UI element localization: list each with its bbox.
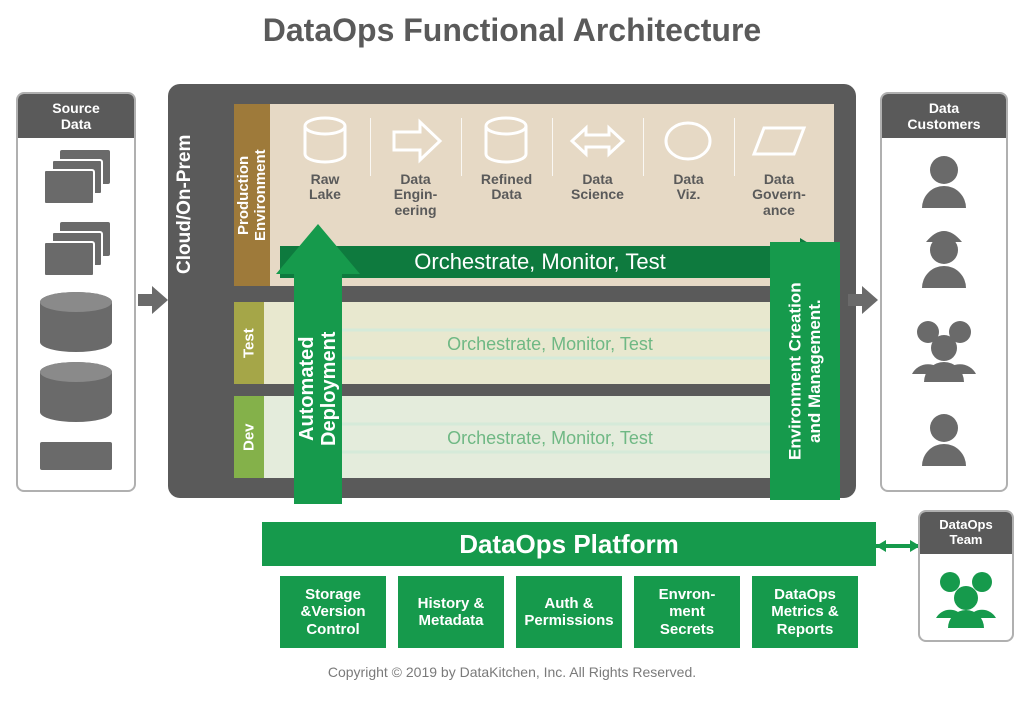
bidirectional-arrow-icon xyxy=(552,110,643,172)
dataops-team-panel: DataOps Team xyxy=(918,510,1014,642)
customers-header: Data Customers xyxy=(882,94,1006,138)
cloud-onprem-tablet: Cloud/On-Prem Production Environment Raw… xyxy=(168,84,856,498)
dataops-platform-bar: DataOps Platform xyxy=(262,522,876,566)
dev-orchestrate-arrow: Orchestrate, Monitor, Test xyxy=(334,418,814,458)
stage-data-engineering: Data Engin- eering xyxy=(370,110,461,218)
capability-env-secrets: Envron- ment Secrets xyxy=(634,576,740,648)
test-env-label: Test xyxy=(234,302,264,384)
source-data-header: Source Data xyxy=(18,94,134,138)
test-orchestrate-arrow: Orchestrate, Monitor, Test xyxy=(334,324,814,364)
platform-team-connector xyxy=(876,536,920,556)
stage-data-governance: Data Govern- ance xyxy=(734,110,824,218)
source-stack-icon xyxy=(18,142,134,492)
automated-deployment-label: Automated Deployment xyxy=(294,284,342,494)
cylinder-icon xyxy=(280,110,370,172)
dataops-team-header: DataOps Team xyxy=(920,512,1012,554)
parallelogram-icon xyxy=(734,110,824,172)
stage-data-science: Data Science xyxy=(552,110,643,203)
env-management-pillar: Environment Creation and Management. xyxy=(770,242,840,522)
svg-text:Orchestrate, Monitor, Test: Orchestrate, Monitor, Test xyxy=(447,428,653,448)
copyright-text: Copyright © 2019 by DataKitchen, Inc. Al… xyxy=(0,664,1024,680)
capability-metrics-reports: DataOps Metrics & Reports xyxy=(752,576,858,648)
prod-orchestrate-arrow: Orchestrate, Monitor, Test xyxy=(280,238,840,286)
automated-deployment-arrow: Automated Deployment xyxy=(276,224,360,522)
cloud-onprem-label: Cloud/On-Prem xyxy=(172,104,198,304)
team-group-icon xyxy=(920,554,1012,640)
ellipse-icon xyxy=(643,110,734,172)
arrow-source-to-platform xyxy=(138,286,168,314)
svg-text:Orchestrate, Monitor, Test: Orchestrate, Monitor, Test xyxy=(447,334,653,354)
customers-icons xyxy=(882,142,1006,492)
dev-env-label: Dev xyxy=(234,396,264,478)
capability-auth-permissions: Auth & Permissions xyxy=(516,576,622,648)
capability-storage-version: Storage &Version Control xyxy=(280,576,386,648)
stage-refined-data: Refined Data xyxy=(461,110,552,203)
prod-orch-text: Orchestrate, Monitor, Test xyxy=(414,249,665,274)
arrow-platform-to-customers xyxy=(848,286,878,314)
capability-history-metadata: History & Metadata xyxy=(398,576,504,648)
stage-data-viz: Data Viz. xyxy=(643,110,734,203)
block-arrow-icon xyxy=(370,110,461,172)
env-management-label: Environment Creation and Management. xyxy=(776,248,834,494)
stage-raw-lake: Raw Lake xyxy=(280,110,370,203)
cylinder-icon xyxy=(461,110,552,172)
prod-env-label: Production Environment xyxy=(234,104,270,286)
customers-panel: Data Customers xyxy=(880,92,1008,492)
diagram-title: DataOps Functional Architecture xyxy=(0,12,1024,49)
source-data-panel: Source Data xyxy=(16,92,136,492)
